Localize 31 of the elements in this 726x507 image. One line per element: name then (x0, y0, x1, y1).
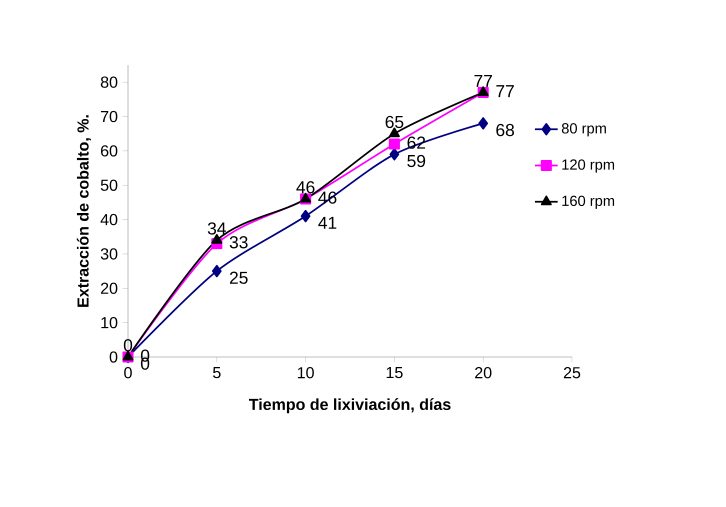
data-label: 25 (230, 272, 248, 284)
legend-label: 120 rpm (562, 159, 614, 173)
y-tick-label: 70 (100, 110, 118, 122)
data-label: 33 (230, 236, 248, 248)
x-tick-label: 20 (475, 367, 492, 378)
data-label: 0 (124, 339, 132, 352)
legend-label: 160 rpm (562, 196, 614, 209)
y-tick-label: 80 (100, 76, 118, 88)
data-label: 41 (318, 216, 336, 229)
data-label: 46 (296, 181, 314, 194)
y-tick-label: 60 (100, 145, 118, 157)
y-axis-title: Extracción de cobalto, %. (76, 115, 91, 307)
x-tick-label: 15 (386, 367, 403, 378)
data-label: 59 (407, 154, 426, 168)
y-tick-label: 40 (100, 214, 118, 226)
data-label: 77 (474, 74, 492, 87)
y-tick-label: 50 (100, 180, 118, 191)
y-tick-label: 30 (100, 248, 118, 260)
x-tick-label: 25 (564, 367, 580, 378)
x-tick-label: 0 (124, 367, 132, 378)
y-tick-label: 20 (100, 282, 118, 294)
data-label: 34 (208, 222, 226, 235)
data-label: 65 (386, 116, 404, 128)
data-label: 77 (496, 85, 514, 98)
x-axis-title: Tiempo de lixiviación, días (248, 398, 451, 414)
x-tick-label: 5 (213, 367, 221, 378)
y-tick-label: 0 (110, 351, 118, 363)
x-tick-label: 10 (298, 367, 314, 378)
legend-label: 80 rpm (562, 123, 606, 136)
y-tick-label: 10 (101, 316, 118, 328)
data-label: 68 (496, 124, 514, 136)
